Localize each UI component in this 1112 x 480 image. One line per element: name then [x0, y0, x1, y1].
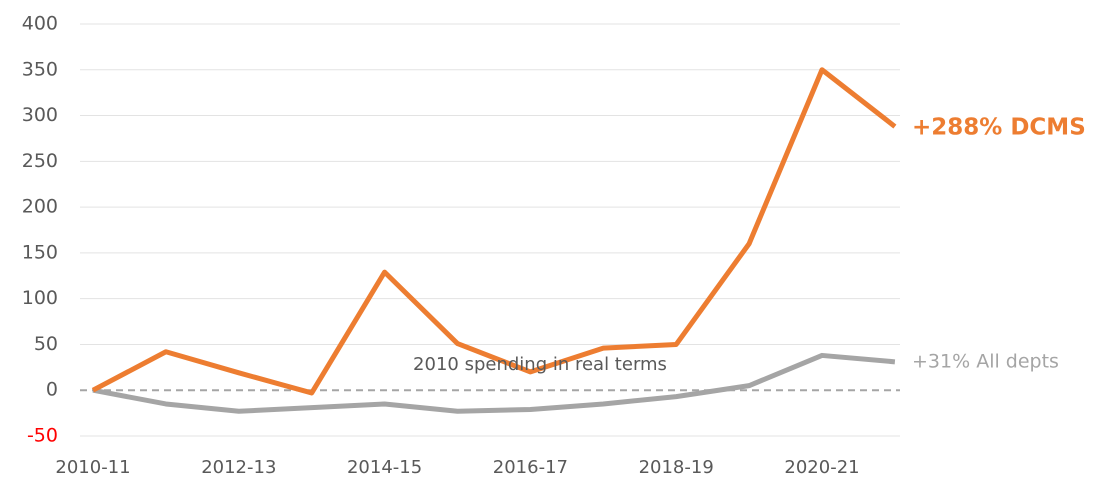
x-tick-label: 2012-13: [201, 457, 276, 478]
annotation: +288% DCMS: [912, 115, 1086, 141]
series-line: [91, 67, 897, 396]
x-tick-label: 2014-15: [347, 457, 422, 478]
x-tick-label: 2020-21: [784, 457, 859, 478]
y-tick-label: 400: [22, 13, 58, 35]
annotation: +31% All depts: [912, 351, 1059, 373]
y-tick-label: 300: [22, 104, 58, 126]
annotation: 2010 spending in real terms: [413, 354, 667, 375]
y-tick-label: 50: [34, 333, 58, 355]
y-tick-label: -50: [27, 425, 58, 447]
x-tick-label: 2010-11: [55, 457, 130, 478]
y-tick-label: 350: [22, 58, 58, 80]
y-tick-label: 200: [22, 196, 58, 218]
y-tick-label: 100: [22, 287, 58, 309]
x-tick-label: 2018-19: [639, 457, 714, 478]
series-line: [92, 352, 896, 414]
x-tick-label: 2016-17: [493, 457, 568, 478]
y-tick-label: 250: [22, 150, 58, 172]
y-tick-label: 0: [46, 379, 58, 401]
y-tick-label: 150: [22, 241, 58, 263]
